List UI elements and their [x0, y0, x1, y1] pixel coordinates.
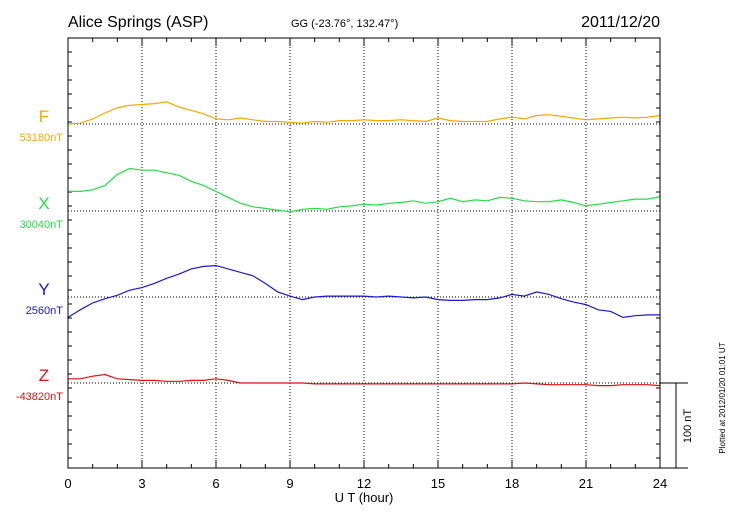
plot-frame — [67, 37, 661, 469]
series-labels: F 53180nT X 30040nT Y 2560nT Z -43820nT — [16, 107, 63, 403]
series-baseline-f: 53180nT — [20, 132, 64, 144]
x-tick-labels: 0 3 6 9 12 15 18 21 24 — [64, 476, 667, 491]
x-axis-label: U T (hour) — [335, 490, 394, 505]
x-tick-label: 15 — [431, 476, 445, 491]
plotted-note: Plotted at 2012/01/20 01:01 UT — [718, 342, 727, 453]
date-label: 2011/12/20 — [581, 14, 660, 31]
x-tick-label: 6 — [212, 476, 219, 491]
coords-label: GG (-23.76°, 132.47°) — [291, 18, 398, 30]
scale-bar: 100 nT — [660, 382, 694, 469]
station-title: Alice Springs (ASP) — [68, 14, 209, 31]
x-tick-label: 24 — [653, 476, 667, 491]
series-line-x — [68, 167, 661, 213]
x-tick-label: 12 — [357, 476, 371, 491]
series-name-x: X — [38, 194, 49, 213]
grid — [68, 38, 660, 468]
scale-bar-label: 100 nT — [682, 409, 694, 444]
series-name-y: Y — [38, 280, 49, 299]
series-group — [67, 101, 661, 387]
series-baseline-x: 30040nT — [20, 219, 64, 231]
x-tick-label: 18 — [505, 476, 519, 491]
axis-ticks — [67, 38, 661, 468]
x-tick-label: 3 — [138, 476, 145, 491]
x-tick-label: 21 — [579, 476, 593, 491]
x-tick-label: 0 — [64, 476, 71, 491]
series-name-z: Z — [39, 366, 49, 385]
series-name-f: F — [39, 107, 49, 126]
series-line-y — [67, 264, 660, 319]
series-baseline-y: 2560nT — [26, 305, 64, 317]
series-line-f — [67, 101, 661, 125]
series-line-z — [68, 373, 661, 387]
x-tick-label: 9 — [286, 476, 293, 491]
series-baseline-z: -43820nT — [16, 391, 63, 403]
